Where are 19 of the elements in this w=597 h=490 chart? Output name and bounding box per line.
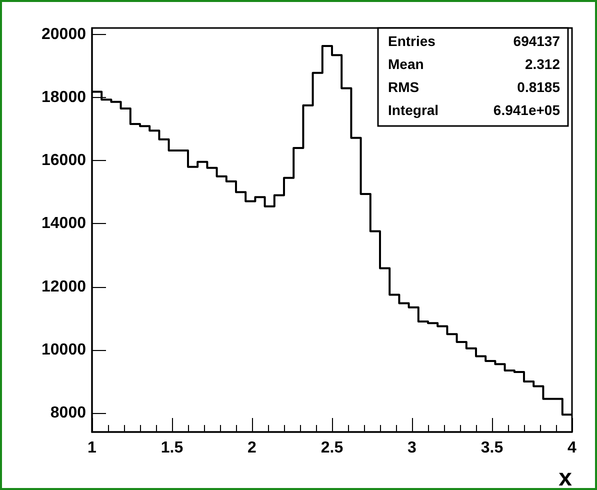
- x-tick-label: 4: [568, 440, 577, 456]
- x-tick-label: 2: [248, 440, 257, 456]
- x-axis-title: x: [558, 464, 573, 490]
- y-tick-label: 10000: [42, 341, 86, 358]
- y-tick-label: 12000: [42, 278, 86, 296]
- x-tick-label: 2.5: [320, 440, 344, 456]
- text: RMS 0.8185: [388, 79, 560, 95]
- y-tick-label: 16000: [42, 152, 86, 170]
- x-tick-label: 3.5: [480, 440, 504, 456]
- x-tick-label: 1.5: [160, 440, 184, 456]
- y-tick-label: 18000: [42, 88, 86, 106]
- y-tick-label: 20000: [42, 26, 86, 43]
- y-tick-label: 14000: [42, 215, 86, 232]
- x-tick-label: 1: [88, 440, 97, 456]
- y-tick-label: 8000: [50, 404, 86, 422]
- text: Integral 6.941e+05: [388, 102, 560, 118]
- text: Entries 694137: [388, 33, 560, 49]
- x-tick-label: 3: [408, 440, 417, 456]
- text: Mean 2.312: [388, 56, 560, 72]
